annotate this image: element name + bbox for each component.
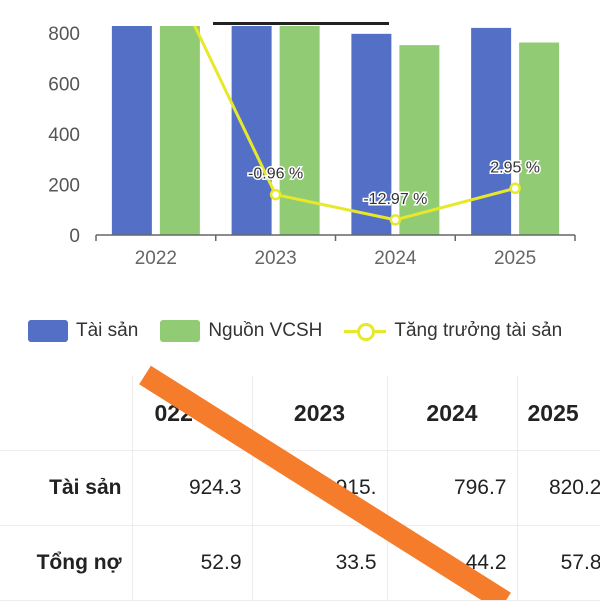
table-header-cell: 2023	[252, 376, 388, 451]
x-tick-label: 2022	[135, 248, 177, 269]
row-label: Tài sản	[0, 450, 133, 526]
table-header-cell: 022	[132, 376, 253, 451]
growth-line	[193, 26, 516, 222]
bar-nguon-vcsh	[159, 26, 200, 236]
bar-tai-san	[231, 26, 272, 236]
x-tick-label: 2023	[254, 248, 296, 269]
growth-data-label: -0.96 %	[248, 166, 303, 183]
legend-label-assets: Tài sản	[76, 320, 139, 341]
bar-nguon-vcsh	[519, 42, 560, 235]
growth-point	[269, 188, 282, 201]
y-tick-label: 400	[48, 125, 80, 146]
table-row: Tài sản 924.3 915. 796.7 820.2	[0, 450, 600, 526]
chart-legend: Tài sản Nguồn VCSH Tăng trưởng tài sản	[28, 318, 588, 344]
legend-label-equity: Nguồn VCSH	[208, 320, 323, 341]
bar-tai-san	[471, 27, 512, 235]
table-header-cell: 2025	[517, 376, 600, 451]
bar-line-chart: 0 200 400 600 800 2022 2023 2024 2025 -0.96 % -12…	[48, 22, 576, 269]
growth-data-label: -12.97 %	[363, 191, 427, 208]
y-tick-label: 800	[48, 24, 80, 45]
table-cell: 33.5	[252, 525, 388, 601]
growth-point	[509, 182, 521, 195]
legend-item-growth[interactable]: Tăng trưởng tài sản	[344, 320, 562, 342]
table-row: Tổng nợ 52.9 33.5 44.2 57.8	[0, 525, 600, 601]
chart-top-bar	[213, 22, 389, 25]
table-cell: 924.3	[132, 450, 253, 526]
y-tick-label: 200	[48, 176, 80, 197]
table-cell: 820.2	[517, 450, 600, 526]
financial-table: 022 2023 2024 2025 Tài sản 924.3 915. 79…	[0, 376, 600, 601]
legend-swatch-assets	[28, 320, 68, 342]
row-label: Tổng nợ	[0, 525, 133, 601]
legend-swatch-equity	[160, 320, 201, 342]
table-cell: 52.9	[132, 525, 253, 601]
table-header-row: 022 2023 2024 2025	[0, 376, 600, 451]
table-cell: 44.2	[387, 525, 518, 601]
table-cell: 57.8	[517, 525, 600, 601]
table-header-cell	[0, 376, 133, 451]
legend-item-assets[interactable]: Tài sản	[28, 320, 138, 342]
table-cell: 796.7	[387, 450, 518, 526]
bar-tai-san	[351, 33, 392, 235]
growth-data-label: 2.95 %	[490, 159, 540, 176]
x-tick-label: 2025	[494, 248, 536, 269]
legend-item-equity[interactable]: Nguồn VCSH	[160, 320, 322, 342]
legend-line-icon	[344, 320, 387, 342]
y-tick-label: 600	[48, 75, 80, 96]
x-tick-label: 2024	[374, 248, 417, 269]
table-header-cell: 2024	[387, 376, 518, 451]
table-cell: 915.	[252, 450, 388, 526]
growth-point	[389, 214, 402, 226]
legend-label-growth: Tăng trưởng tài sản	[394, 320, 563, 341]
bar-tai-san	[111, 26, 152, 236]
y-tick-label: 0	[69, 226, 80, 247]
bar-nguon-vcsh	[399, 45, 440, 236]
